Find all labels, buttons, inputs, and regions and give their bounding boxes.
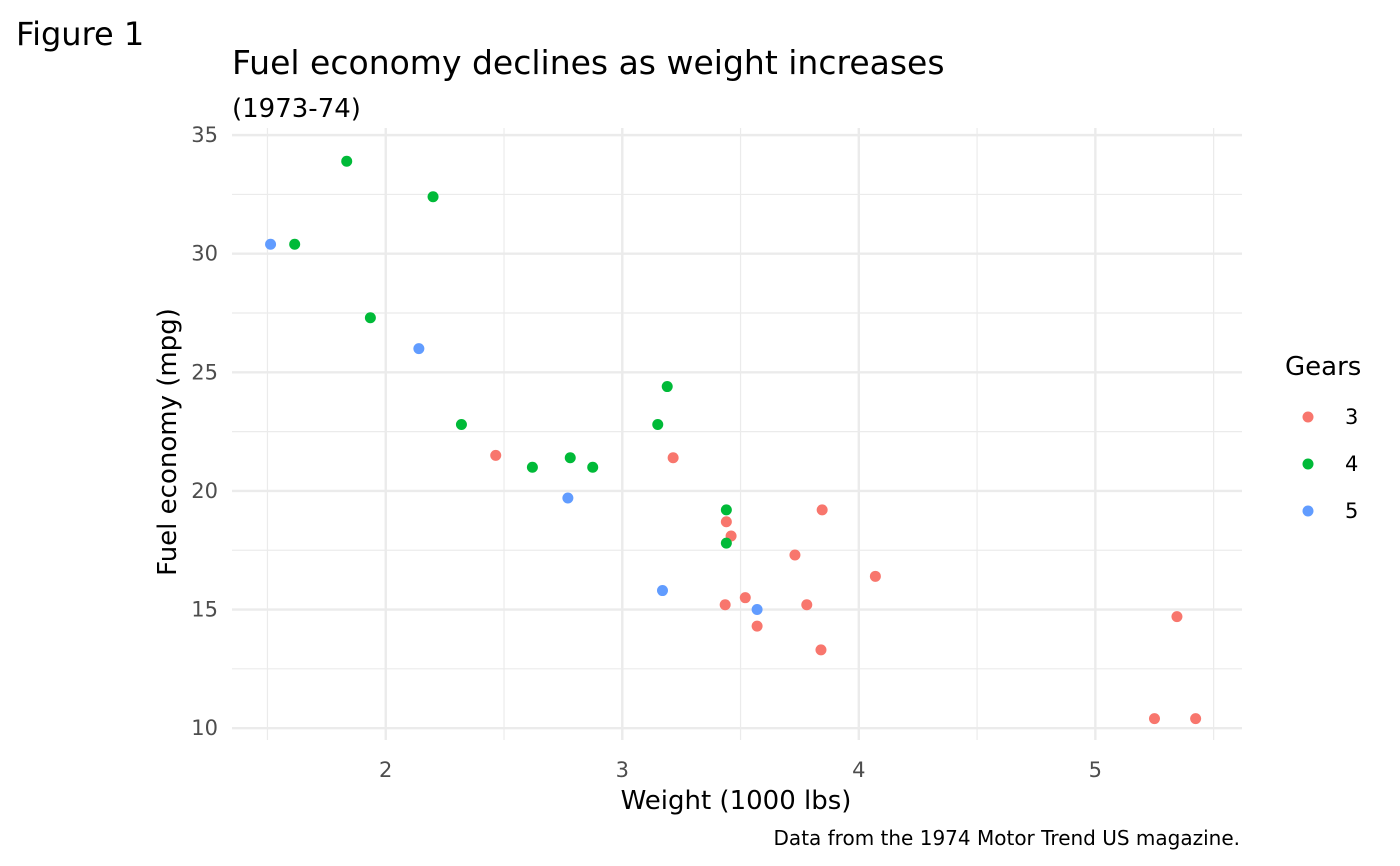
major-gridlines [232,128,1242,740]
data-point-gear-5 [656,585,668,597]
legend-title: Gears [1285,352,1361,382]
data-point-gear-3 [1171,611,1183,623]
data-point-gear-4 [587,461,599,473]
chart-title: Fuel economy declines as weight increase… [232,43,945,82]
data-point-gear-4 [564,452,576,464]
legend: Gears 3 4 5 [1285,352,1361,523]
y-axis-label: Fuel economy (mpg) [153,308,183,576]
data-point-gear-3 [720,516,732,528]
y-tick-label: 30 [191,242,218,266]
y-tick-label: 35 [191,123,218,147]
data-point-gear-3 [667,452,679,464]
data-point-gear-4 [364,312,376,324]
chart-subtitle: (1973-74) [232,94,361,124]
x-tick-label: 3 [616,758,629,782]
data-point-gear-3 [789,549,801,561]
data-point-gear-3 [815,644,827,656]
data-point-gear-4 [427,191,439,203]
data-point-gear-5 [413,343,425,355]
data-point-gear-5 [265,238,277,250]
data-point-gear-4 [661,381,673,393]
legend-key-4 [1302,458,1314,470]
data-point-gear-4 [341,155,353,167]
data-point-gear-4 [720,504,732,516]
data-point-gear-3 [1148,713,1160,725]
data-point-gear-3 [751,620,763,632]
y-tick-label: 25 [191,360,218,384]
legend-label-5: 5 [1345,499,1358,523]
data-point-gear-4 [289,238,301,250]
x-axis-label: Weight (1000 lbs) [621,786,852,816]
chart-caption: Data from the 1974 Motor Trend US magazi… [774,826,1240,850]
y-tick-label: 15 [191,598,218,622]
data-point-gear-3 [869,570,881,582]
legend-label-3: 3 [1345,405,1358,429]
data-point-gear-3 [719,599,731,611]
x-tick-label: 4 [852,758,865,782]
y-tick-labels: 10 15 20 25 30 35 [191,123,218,740]
data-points [265,155,1202,725]
data-point-gear-5 [751,604,763,616]
data-point-gear-4 [526,461,538,473]
x-tick-label: 5 [1089,758,1102,782]
minor-gridlines [232,128,1242,740]
data-point-gear-4 [720,537,732,549]
x-tick-labels: 2 3 4 5 [379,758,1102,782]
legend-key-5 [1302,505,1314,517]
y-tick-label: 10 [191,716,218,740]
figure-label: Figure 1 [16,15,144,53]
data-point-gear-3 [739,592,751,604]
data-point-gear-4 [652,419,664,431]
legend-key-3 [1302,411,1314,423]
legend-label-4: 4 [1345,452,1358,476]
x-tick-label: 2 [379,758,392,782]
data-point-gear-3 [490,449,502,461]
data-point-gear-4 [455,419,467,431]
y-tick-label: 20 [191,479,218,503]
data-point-gear-3 [816,504,828,516]
data-point-gear-5 [562,492,574,504]
data-point-gear-3 [801,599,813,611]
data-point-gear-3 [1190,713,1202,725]
